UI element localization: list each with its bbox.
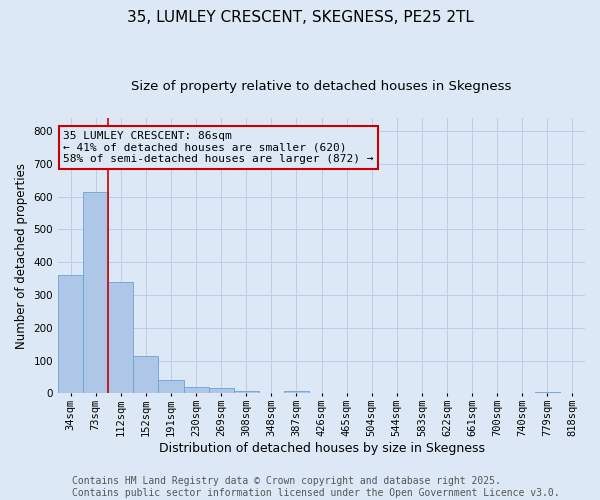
Bar [133,356,158,394]
Bar [58,276,83,394]
Bar [184,387,209,394]
Text: 35, LUMLEY CRESCENT, SKEGNESS, PE25 2TL: 35, LUMLEY CRESCENT, SKEGNESS, PE25 2TL [127,10,473,25]
Bar [158,380,184,394]
Bar [209,388,233,394]
Bar [284,392,309,394]
Bar [233,391,259,394]
Bar [108,282,133,394]
Text: 35 LUMLEY CRESCENT: 86sqm
← 41% of detached houses are smaller (620)
58% of semi: 35 LUMLEY CRESCENT: 86sqm ← 41% of detac… [63,131,374,164]
Bar [535,392,560,394]
Text: Contains HM Land Registry data © Crown copyright and database right 2025.
Contai: Contains HM Land Registry data © Crown c… [72,476,560,498]
Y-axis label: Number of detached properties: Number of detached properties [15,162,28,348]
Bar [83,192,108,394]
X-axis label: Distribution of detached houses by size in Skegness: Distribution of detached houses by size … [158,442,485,455]
Title: Size of property relative to detached houses in Skegness: Size of property relative to detached ho… [131,80,512,93]
